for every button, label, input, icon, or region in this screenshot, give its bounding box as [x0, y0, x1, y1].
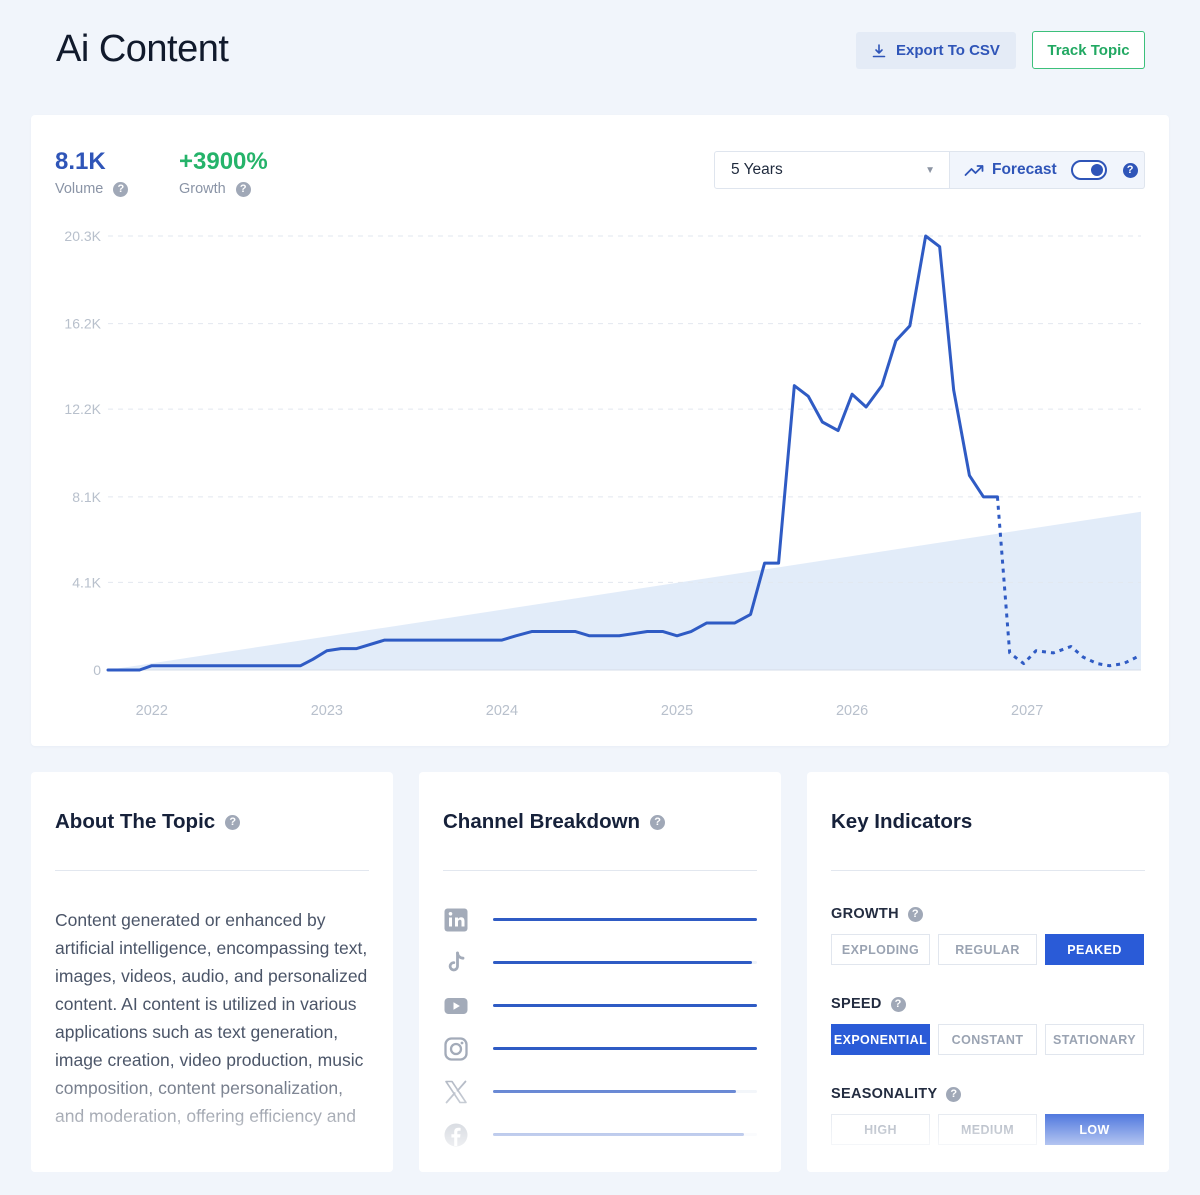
x-tick-label: 2026: [836, 703, 868, 719]
growth-indicator-options: EXPLODING REGULAR PEAKED: [831, 934, 1144, 965]
channel-bar-track: [493, 1133, 757, 1136]
x-icon: [443, 1079, 469, 1105]
indicator-option-regular[interactable]: REGULAR: [938, 934, 1037, 965]
channel-bar-track: [493, 918, 757, 921]
y-tick-label: 16.2K: [64, 316, 101, 332]
x-tick-label: 2023: [311, 703, 343, 719]
y-tick-label: 0: [93, 662, 101, 678]
tiktok-icon: [443, 950, 469, 976]
series-line-forecast: [995, 496, 1142, 668]
x-tick-label: 2025: [661, 703, 693, 719]
y-tick-label: 20.3K: [64, 228, 101, 244]
speed-indicator-label: SPEED ?: [831, 996, 906, 1012]
speed-indicator-options: EXPONENTIAL CONSTANT STATIONARY: [831, 1024, 1144, 1055]
channel-bar: [493, 961, 752, 964]
about-topic-card: About The Topic ? Content generated or e…: [31, 772, 393, 1172]
help-icon[interactable]: ?: [1122, 162, 1138, 178]
youtube-icon: [443, 993, 469, 1019]
track-topic-button[interactable]: Track Topic: [1032, 31, 1145, 69]
channel-bar: [493, 918, 757, 921]
export-csv-button[interactable]: Export To CSV: [856, 32, 1016, 69]
export-csv-label: Export To CSV: [896, 42, 1000, 59]
help-icon[interactable]: ?: [890, 996, 906, 1012]
chevron-down-icon: ▼: [925, 164, 935, 176]
channel-row[interactable]: [443, 1078, 763, 1106]
trend-chart-card: 8.1K Volume ? +3900% Growth ? 5 Years ▼ …: [31, 115, 1169, 746]
x-tick-label: 2022: [136, 703, 168, 719]
facebook-icon: [443, 1122, 469, 1148]
channel-breakdown-card: Channel Breakdown ?: [419, 772, 781, 1172]
channel-bar: [493, 1047, 757, 1050]
linkedin-icon: [443, 907, 469, 933]
indicator-option-stationary[interactable]: STATIONARY: [1045, 1024, 1144, 1055]
channel-row[interactable]: [443, 1121, 763, 1149]
channel-row[interactable]: [443, 906, 763, 934]
download-icon: [872, 43, 886, 57]
y-tick-label: 8.1K: [72, 489, 101, 505]
indicator-option-medium[interactable]: MEDIUM: [938, 1114, 1037, 1145]
help-icon[interactable]: ?: [225, 814, 241, 830]
toggle-knob: [1090, 164, 1103, 176]
channel-row[interactable]: [443, 949, 763, 977]
page-title: Ai Content: [56, 28, 229, 70]
about-topic-title: About The Topic: [55, 810, 216, 833]
indicator-option-low[interactable]: LOW: [1045, 1114, 1144, 1145]
channel-bar-track: [493, 1047, 757, 1050]
channel-row[interactable]: [443, 1035, 763, 1063]
help-icon[interactable]: ?: [907, 906, 923, 922]
channel-breakdown-title: Channel Breakdown: [443, 810, 641, 833]
y-tick-label: 4.1K: [72, 574, 101, 590]
divider: [443, 870, 757, 871]
indicator-option-peaked[interactable]: PEAKED: [1045, 934, 1144, 965]
forecast-toggle[interactable]: [1070, 160, 1107, 180]
instagram-icon: [443, 1036, 469, 1062]
volume-label: Volume: [55, 181, 104, 197]
indicator-option-exploding[interactable]: EXPLODING: [831, 934, 930, 965]
growth-indicator-label: GROWTH ?: [831, 906, 923, 922]
forecast-label: Forecast: [992, 161, 1057, 178]
growth-metric: +3900% Growth ?: [179, 148, 268, 197]
key-indicators-card: Key Indicators GROWTH ? EXPLODING REGULA…: [807, 772, 1169, 1172]
channel-bar-track: [493, 961, 757, 964]
forecast-control: Forecast ?: [950, 151, 1145, 189]
x-tick-label: 2027: [1011, 703, 1043, 719]
key-indicators-title: Key Indicators: [831, 810, 973, 833]
channel-bar-track: [493, 1090, 757, 1093]
growth-label: Growth: [179, 181, 226, 197]
indicator-option-constant[interactable]: CONSTANT: [938, 1024, 1037, 1055]
indicator-option-exponential[interactable]: EXPONENTIAL: [831, 1024, 930, 1055]
seasonality-indicator-options: HIGH MEDIUM LOW: [831, 1114, 1144, 1145]
time-range-select[interactable]: 5 Years ▼: [714, 151, 950, 189]
seasonality-indicator-label: SEASONALITY ?: [831, 1086, 962, 1102]
volume-value: 8.1K: [55, 148, 106, 175]
y-tick-label: 12.2K: [64, 401, 101, 417]
trending-up-icon: [964, 165, 984, 176]
divider: [55, 870, 369, 871]
time-range-value: 5 Years: [731, 161, 783, 178]
about-topic-text: Content generated or enhanced by artific…: [55, 910, 368, 1126]
growth-value: +3900%: [179, 148, 268, 175]
help-icon[interactable]: ?: [946, 1086, 962, 1102]
channel-bar-track: [493, 1004, 757, 1007]
help-icon[interactable]: ?: [113, 181, 129, 197]
volume-metric: 8.1K Volume ?: [55, 148, 129, 197]
help-icon[interactable]: ?: [650, 814, 666, 830]
trend-chart[interactable]: 20.3K 16.2K 12.2K 8.1K 4.1K 0 2022 2023 2024 2025…: [31, 115, 1169, 746]
channel-bar: [493, 1090, 736, 1093]
x-tick-label: 2024: [486, 703, 518, 719]
trend-area: [108, 511, 1141, 670]
series-line-actual: [106, 234, 999, 672]
indicator-option-high[interactable]: HIGH: [831, 1114, 930, 1145]
channel-bar: [493, 1133, 744, 1136]
divider: [831, 870, 1145, 871]
help-icon[interactable]: ?: [235, 181, 251, 197]
page-header: Ai Content Export To CSV Track Topic: [0, 0, 1200, 100]
channel-row[interactable]: [443, 992, 763, 1020]
channel-bar: [493, 1004, 757, 1007]
